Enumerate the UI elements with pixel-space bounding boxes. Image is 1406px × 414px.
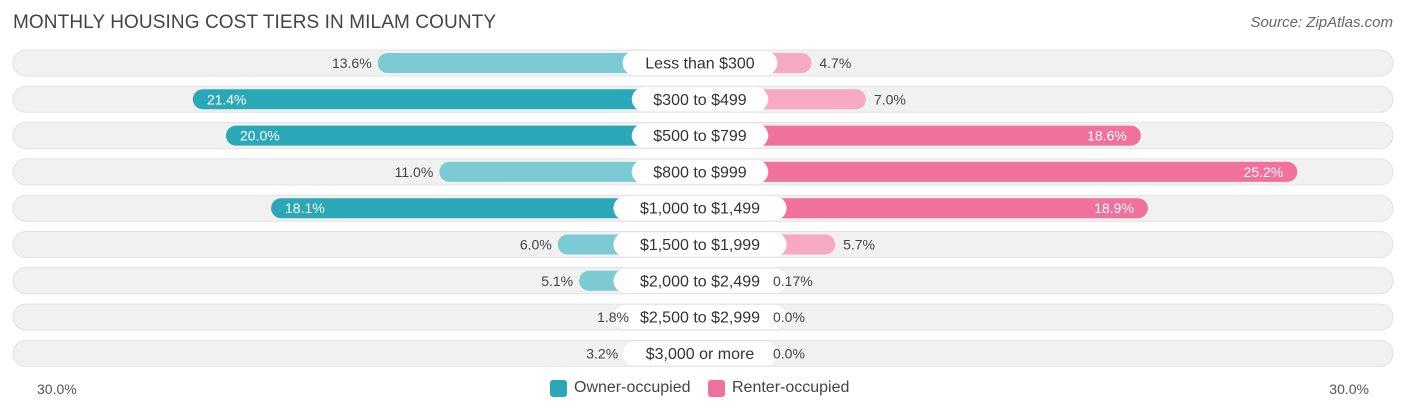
owner-bar [192, 89, 710, 110]
owner-value-label: 1.8% [597, 309, 629, 325]
category-label: $2,000 to $2,499 [640, 273, 760, 290]
renter-value-label: 0.17% [773, 273, 813, 289]
chart-row: $300 to $499 21.4% 7.0% [12, 85, 1394, 113]
category-label: $1,000 to $1,499 [640, 201, 760, 218]
category-pill [613, 232, 787, 257]
renter-bar [690, 125, 1141, 146]
owner-bar [226, 125, 710, 146]
category-pill [622, 341, 778, 366]
legend-owner-swatch [550, 379, 567, 397]
renter-value-label: 0.0% [773, 309, 805, 325]
legend-owner: Owner-occupied [550, 379, 691, 397]
owner-value-label: 21.4% [207, 91, 247, 107]
legend-owner-label: Owner-occupied [574, 379, 691, 396]
chart-row: $1,500 to $1,999 6.0% 5.7% [12, 231, 1394, 258]
category-label: $800 to $999 [653, 164, 747, 181]
category-pill [631, 159, 769, 184]
renter-value-label: 18.9% [1094, 200, 1134, 216]
renter-value-label: 7.0% [874, 91, 906, 107]
axis-left-label: 30.0% [37, 381, 77, 397]
category-pill [613, 305, 787, 330]
category-label: $300 to $499 [653, 92, 747, 109]
owner-value-label: 13.6% [332, 55, 372, 71]
renter-value-label: 18.6% [1087, 128, 1127, 144]
renter-bar [690, 198, 1148, 219]
renter-value-label: 5.7% [843, 237, 875, 253]
category-label: Less than $300 [645, 56, 755, 73]
owner-value-label: 6.0% [520, 237, 552, 253]
chart-row: Less than $300 13.6% 4.7% [12, 49, 1394, 77]
owner-value-label: 18.1% [285, 200, 325, 216]
category-pill [631, 123, 769, 148]
renter-value-label: 4.7% [819, 55, 851, 71]
owner-value-label: 3.2% [586, 345, 618, 361]
legend-renter-label: Renter-occupied [732, 379, 850, 396]
owner-value-label: 11.0% [395, 164, 434, 180]
category-label: $3,000 or more [646, 346, 755, 363]
legend-renter: Renter-occupied [708, 379, 849, 397]
renter-value-label: 0.0% [773, 345, 805, 361]
axis-right-label: 30.0% [1329, 381, 1369, 397]
category-label: $500 to $799 [653, 128, 747, 145]
category-pill [631, 87, 769, 112]
category-pill [613, 196, 787, 221]
owner-value-label: 5.1% [541, 273, 573, 289]
source-note: Source: ZipAtlas.com [1250, 14, 1393, 31]
category-pill [622, 51, 778, 75]
category-label: $1,500 to $1,999 [640, 237, 760, 254]
owner-value-label: 20.0% [240, 128, 280, 144]
chart-row: $800 to $999 11.0% 25.2% [12, 158, 1394, 186]
chart-row: $2,500 to $2,999 1.8% 0.0% [12, 303, 1394, 331]
chart-title: MONTHLY HOUSING COST TIERS IN MILAM COUN… [13, 12, 497, 33]
renter-value-label: 25.2% [1244, 164, 1284, 180]
chart-row: $1,000 to $1,499 18.1% 18.9% [12, 194, 1394, 222]
renter-bar [690, 161, 1298, 182]
category-pill [613, 268, 787, 293]
legend-renter-swatch [708, 379, 725, 397]
category-label: $2,500 to $2,999 [640, 310, 760, 327]
chart-row: $2,000 to $2,499 5.1% 0.17% [12, 267, 1394, 295]
chart-row: $3,000 or more 3.2% 0.0% [12, 339, 1394, 367]
chart-row: $500 to $799 20.0% 18.6% [12, 122, 1394, 150]
owner-bar [271, 198, 710, 219]
